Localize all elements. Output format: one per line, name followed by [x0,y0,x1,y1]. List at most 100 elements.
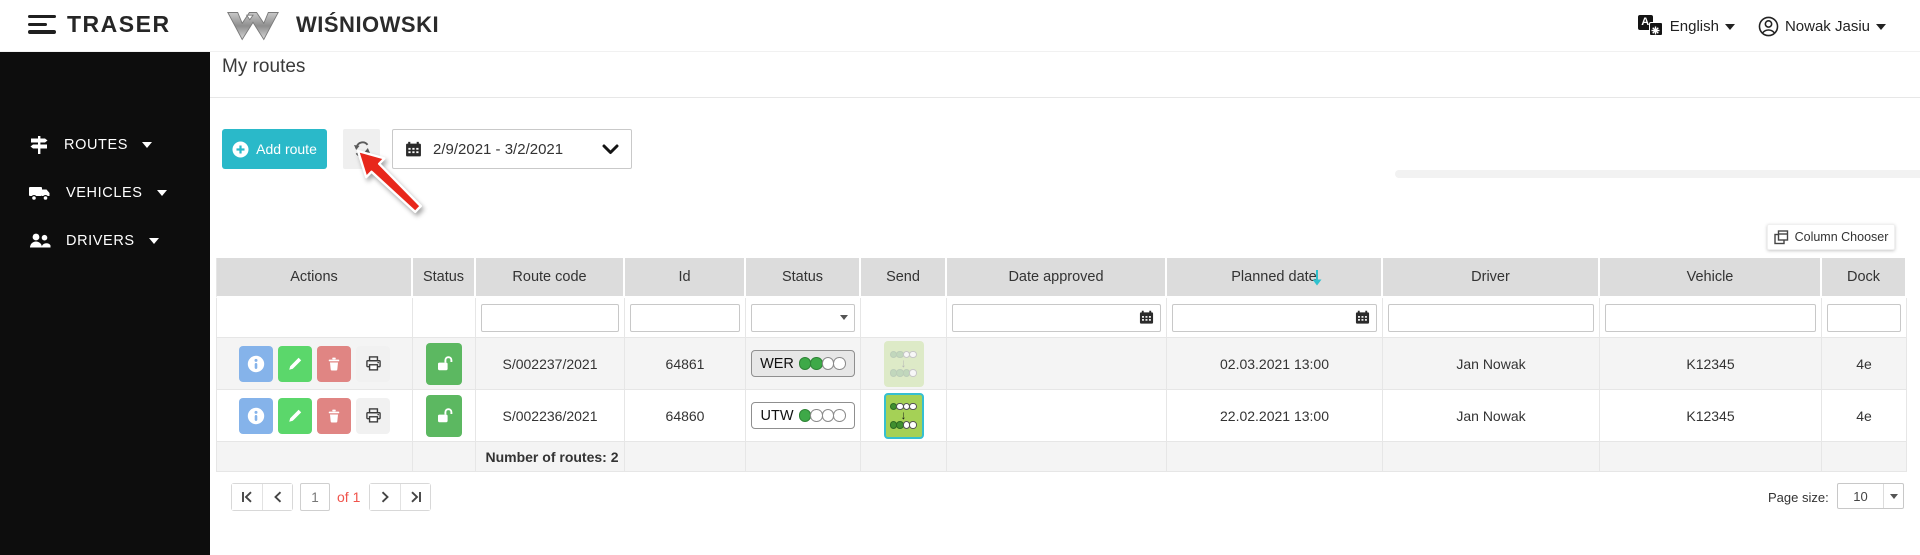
header-row: Actions Status Route code Id Status Send… [216,258,1907,298]
column-header-send[interactable]: Send [861,258,947,298]
print-button[interactable] [356,345,390,382]
date-range-picker[interactable]: 2/9/2021 - 3/2/2021 [392,129,632,169]
table-row: S/002237/2021 64861 WER ↓ 02.03.2021 13:… [216,338,1907,390]
calendar-icon[interactable] [1135,307,1157,329]
id-cell: 64861 [625,338,746,390]
column-header-planned-date[interactable]: Planned date [1167,258,1383,298]
next-page-button[interactable] [370,484,401,510]
printer-icon [365,408,381,423]
sidebar: ROUTES VEHICLES DRIVERS [0,52,210,555]
info-icon [247,355,265,372]
column-header-actions[interactable]: Actions [216,258,413,298]
column-header-driver[interactable]: Driver [1383,258,1600,298]
filter-row [216,298,1907,338]
page-size-value: 10 [1853,488,1868,504]
status-code: UTW [760,407,794,424]
truck-icon [29,187,50,202]
print-button[interactable] [356,397,390,434]
planned-date-cell: 02.03.2021 13:00 [1167,338,1383,390]
date-approved-filter-input[interactable] [952,303,1161,332]
info-button[interactable] [239,397,273,434]
sidebar-item-label: ROUTES [64,137,129,153]
send-from-dots [889,350,917,358]
previous-page-button[interactable] [262,484,292,510]
plus-circle-icon [232,141,249,157]
sidebar-item-drivers[interactable]: DRIVERS [0,226,210,256]
refresh-button[interactable] [343,129,380,169]
routes-table: Actions Status Route code Id Status Send… [216,258,1907,472]
id-filter-input[interactable] [630,303,740,332]
driver-cell: Jan Nowak [1383,390,1600,442]
chevron-down-icon [1724,24,1735,30]
edit-button[interactable] [278,345,312,382]
chevron-down-icon [1883,484,1903,508]
chevron-down-icon [142,142,153,148]
date-approved-cell [947,390,1167,442]
summary-row: Number of routes: 2 [216,442,1907,472]
unlock-button[interactable] [426,394,462,437]
hamburger-menu-icon[interactable] [28,15,58,37]
column-header-date-approved[interactable]: Date approved [947,258,1167,298]
dock-cell: 4e [1822,390,1907,442]
planned-date-filter-input[interactable] [1172,303,1377,332]
printer-icon [365,356,381,371]
column-chooser-button[interactable]: Column Chooser [1767,224,1895,250]
chevron-down-icon [602,144,619,154]
delete-button[interactable] [317,345,351,382]
unlock-button[interactable] [426,342,462,385]
route-code-cell: S/002236/2021 [476,390,625,442]
send-from-dots [889,402,917,410]
calendar-icon[interactable] [1351,307,1373,329]
column-header-id[interactable]: Id [625,258,746,298]
send-arrow-icon: ↓ [900,356,907,370]
language-menu[interactable]: A English [1637,15,1735,37]
sidebar-item-routes[interactable]: ROUTES [0,130,210,160]
wisniowski-logo-icon [227,12,279,41]
column-header-status[interactable]: Status [746,258,861,298]
vehicle-filter-input[interactable] [1605,303,1816,332]
column-chooser-label: Column Chooser [1794,230,1889,244]
user-menu[interactable]: Nowak Jasiu [1758,16,1886,37]
edit-button[interactable] [278,397,312,434]
id-cell: 64860 [625,390,746,442]
status-badge: UTW [751,402,855,429]
last-page-button[interactable] [400,484,431,510]
horizontal-scrollbar[interactable] [1395,170,1920,178]
people-icon [30,233,51,248]
sidebar-item-label: VEHICLES [66,185,143,201]
send-to-dots [889,421,917,429]
delete-button[interactable] [317,397,351,434]
sidebar-item-vehicles[interactable]: VEHICLES [0,178,210,208]
chevron-down-icon [148,238,159,244]
planned-date-cell: 22.02.2021 13:00 [1167,390,1383,442]
column-header-dock[interactable]: Dock [1822,258,1907,298]
column-header-vehicle[interactable]: Vehicle [1600,258,1822,298]
page-size-dropdown[interactable]: 10 [1837,483,1904,509]
driver-filter-input[interactable] [1388,303,1594,332]
status-filter-select[interactable] [751,303,855,332]
first-page-icon [242,491,252,503]
dock-filter-input[interactable] [1827,303,1901,332]
current-page-box[interactable]: 1 [300,483,330,511]
info-button[interactable] [239,345,273,382]
send-arrow-icon: ↓ [900,408,907,422]
table-row: S/002236/2021 64860 UTW ↓ 22.02.2021 13:… [216,390,1907,442]
send-button[interactable]: ↓ [883,340,924,387]
chevron-right-icon [382,491,390,503]
top-bar: TRASER WIŚNIOWSKI A English [0,0,1920,52]
add-route-label: Add route [256,141,317,157]
last-page-icon [411,491,421,503]
page-title: My routes [222,56,306,77]
unlock-icon [437,356,452,371]
first-page-button[interactable] [232,484,262,510]
route-code-filter-input[interactable] [481,303,619,332]
add-route-button[interactable]: Add route [222,129,327,169]
column-header-status-lock[interactable]: Status [413,258,476,298]
send-button[interactable]: ↓ [883,392,924,439]
calendar-icon [406,141,421,156]
dock-cell: 4e [1822,338,1907,390]
date-range-value: 2/9/2021 - 3/2/2021 [433,140,564,158]
status-code: WER [760,355,794,372]
column-chooser-icon [1773,229,1788,244]
column-header-route-code[interactable]: Route code [476,258,625,298]
